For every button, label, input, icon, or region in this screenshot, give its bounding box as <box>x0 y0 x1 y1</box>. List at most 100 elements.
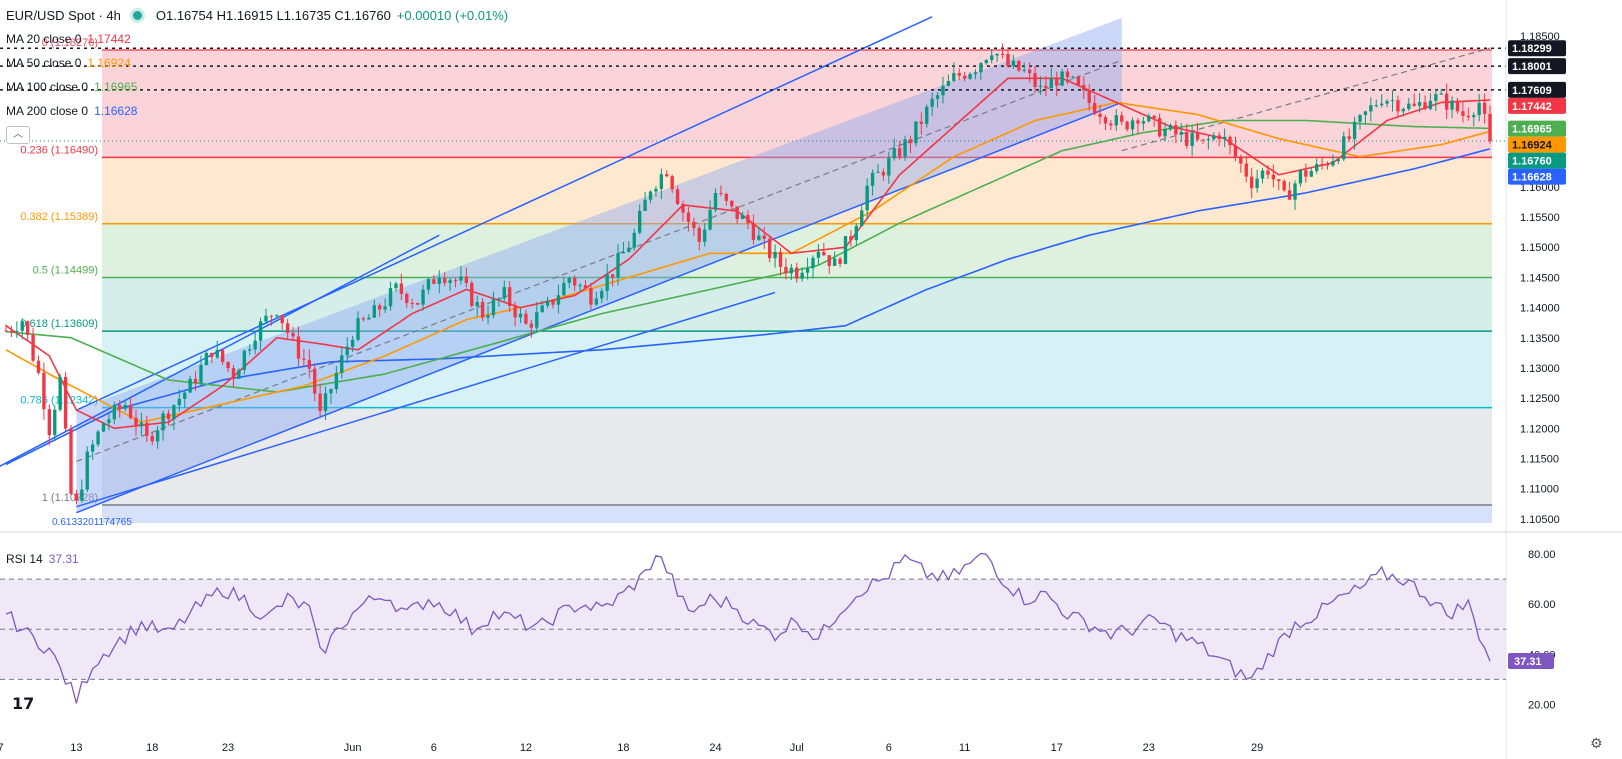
candle <box>908 139 913 144</box>
time-tick-label: 11 <box>959 742 970 754</box>
price-badge <box>1508 152 1566 169</box>
candle <box>1147 115 1151 122</box>
candle <box>128 405 133 418</box>
candle <box>307 359 311 369</box>
candle <box>914 121 918 144</box>
ma-legend-200[interactable]: MA 200 close 0 1.16628 <box>6 104 137 118</box>
candle <box>193 378 198 384</box>
candle <box>1141 121 1146 124</box>
candle <box>816 251 821 258</box>
symbol-title[interactable]: EUR/USD Spot · 4h <box>6 8 121 23</box>
candle <box>827 255 831 266</box>
candle <box>1407 103 1411 109</box>
candle <box>1000 53 1005 55</box>
candle <box>935 95 940 99</box>
candle <box>1298 170 1303 184</box>
candle <box>155 430 160 442</box>
price-tick-label: 1.13000 <box>1520 363 1560 375</box>
candle <box>63 376 68 429</box>
price-tick-label: 1.11500 <box>1520 453 1559 465</box>
price-badge <box>1508 97 1566 114</box>
candle <box>654 188 658 192</box>
candle <box>556 295 561 305</box>
channel-median-line <box>76 59 1122 463</box>
price-badge <box>1508 58 1566 75</box>
candle <box>1222 136 1227 140</box>
price-badge <box>1508 168 1566 185</box>
tradingview-logo-icon[interactable]: 17 <box>12 694 35 713</box>
candle <box>199 365 203 384</box>
candle <box>42 372 46 410</box>
candle <box>90 444 95 452</box>
candle <box>248 349 252 351</box>
candle <box>502 287 506 299</box>
candle <box>627 247 631 253</box>
price-badge-label: 1.16924 <box>1512 140 1553 152</box>
candle <box>215 349 219 358</box>
fib-label: 0.6133201174765 <box>52 517 132 528</box>
candle <box>1130 120 1135 130</box>
price-tick-label: 1.14500 <box>1520 272 1560 284</box>
candle <box>822 251 826 256</box>
candle <box>426 279 431 290</box>
candle <box>1174 124 1178 135</box>
ma-legend-20[interactable]: MA 20 close 0 1.17442 <box>6 32 131 46</box>
candle <box>74 493 79 501</box>
candle <box>930 98 934 107</box>
rsi-header[interactable]: RSI 14 37.31 <box>6 552 79 566</box>
channel-lower-line <box>76 101 1122 514</box>
candle <box>405 293 409 304</box>
candle <box>535 312 539 328</box>
candle <box>356 318 360 340</box>
candle <box>139 422 144 427</box>
candle <box>508 287 512 307</box>
candle <box>610 274 615 278</box>
candle <box>329 389 333 394</box>
candle <box>1342 136 1346 160</box>
candle <box>172 405 176 420</box>
candle <box>4 330 8 332</box>
candle <box>350 339 355 347</box>
chart-header: EUR/USD Spot · 4h O1.16754 H1.16915 L1.1… <box>6 8 508 23</box>
candle <box>1228 136 1232 146</box>
candle <box>767 238 772 259</box>
candle <box>843 236 848 265</box>
ma-legend-50[interactable]: MA 50 close 0 1.16924 <box>6 56 131 70</box>
candle <box>1250 176 1254 189</box>
candle <box>1423 102 1427 109</box>
candle <box>1477 102 1481 116</box>
candle <box>887 158 891 176</box>
candle <box>210 352 214 358</box>
candle <box>453 280 458 282</box>
candle <box>870 172 875 186</box>
price-tick-label: 1.13500 <box>1520 333 1560 345</box>
rsi-badge <box>1508 653 1554 670</box>
candle <box>1092 102 1097 114</box>
candle <box>323 393 328 411</box>
candle <box>1260 170 1265 179</box>
collapse-legend-button[interactable]: ︿ <box>6 126 30 144</box>
candle <box>475 302 479 307</box>
candle <box>659 174 664 189</box>
candle <box>562 282 566 296</box>
price-badge <box>1508 40 1566 57</box>
candle <box>724 193 729 201</box>
candle <box>253 340 257 350</box>
ohlc-values: O1.16754 H1.16915 L1.16735 C1.16760 <box>155 8 391 23</box>
candle <box>805 268 810 273</box>
candle <box>735 206 739 219</box>
price-tick-label: 1.14000 <box>1520 303 1560 315</box>
ma-label: MA 100 close 0 <box>6 80 89 94</box>
candle <box>616 253 620 278</box>
gear-icon[interactable]: ⚙ <box>1590 736 1603 752</box>
time-tick-label: Jul <box>790 742 804 754</box>
candle <box>551 300 555 305</box>
candle <box>1179 131 1183 135</box>
ma-legend-100[interactable]: MA 100 close 0 1.16965 <box>6 80 137 94</box>
candle <box>47 409 52 436</box>
candle <box>524 313 528 324</box>
candle <box>118 404 122 409</box>
candle <box>264 315 268 322</box>
price-badge-label: 1.16628 <box>1512 172 1552 184</box>
